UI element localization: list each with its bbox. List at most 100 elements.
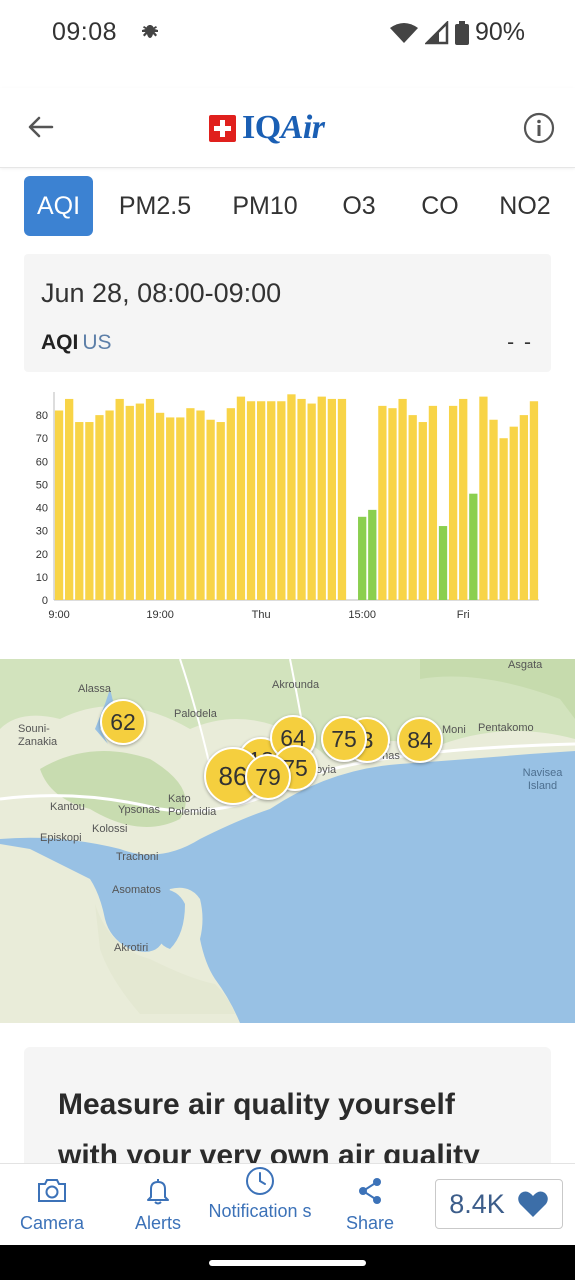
chart-bar[interactable]	[246, 401, 256, 600]
wifi-icon	[389, 22, 418, 43]
home-gesture-pill[interactable]	[209, 1260, 366, 1266]
chart-bar[interactable]	[448, 405, 458, 600]
chart-bar[interactable]	[438, 526, 448, 600]
chart-bar[interactable]	[166, 417, 175, 600]
status-bar: 09:08 90%	[0, 0, 575, 66]
chart-bar[interactable]	[75, 422, 84, 600]
tab-aqi[interactable]: AQI	[24, 176, 93, 236]
chart-bar[interactable]	[368, 509, 377, 600]
chart-bar[interactable]	[489, 419, 498, 600]
chart-bar[interactable]	[519, 415, 528, 600]
chart-bar[interactable]	[398, 398, 407, 600]
chart-bar[interactable]	[418, 422, 427, 600]
x-tick-label: 15:00	[348, 609, 376, 621]
map-label-moni: Moni	[442, 724, 466, 736]
y-tick-label: 20	[36, 549, 48, 561]
x-tick-label: Fri	[457, 609, 470, 621]
chart-bar[interactable]	[256, 401, 266, 600]
aqi-history-chart[interactable]: 0 10 20 30 40 50 60 70 80 9:00 19:00 Thu 15:00 Fri	[24, 384, 551, 634]
map-label-trachoni: Trachoni	[116, 851, 159, 863]
chart-bar[interactable]	[388, 408, 397, 600]
chart-bar[interactable]	[125, 405, 134, 600]
aqi-marker[interactable]: 84	[397, 717, 443, 763]
chart-bar[interactable]	[65, 398, 74, 600]
chart-bar[interactable]	[428, 405, 438, 600]
chart-bar[interactable]	[297, 398, 306, 600]
chart-bar[interactable]	[236, 396, 246, 600]
chart-bar[interactable]	[267, 401, 276, 600]
map-label-ypsonas: Ypsonas	[118, 804, 160, 816]
info-icon[interactable]	[523, 112, 555, 144]
chart-bar[interactable]	[307, 403, 316, 600]
status-time: 09:08	[52, 18, 118, 46]
chart-bar[interactable]	[196, 410, 205, 600]
map-label-kolossi: Kolossi	[92, 823, 128, 835]
x-tick-label: 19:00	[146, 609, 174, 621]
nav-alerts[interactable]: Alerts	[124, 1164, 192, 1246]
chart-bar[interactable]	[499, 438, 508, 600]
aqi-marker[interactable]: 62	[100, 699, 146, 745]
nav-camera[interactable]: Camera	[12, 1164, 92, 1246]
nav-alerts-label: Alerts	[134, 1213, 181, 1233]
chart-bar[interactable]	[155, 412, 165, 600]
camera-icon	[38, 1179, 66, 1202]
map-label-akrotiri: Akrotiri	[114, 942, 149, 954]
nav-share[interactable]: Share	[338, 1164, 402, 1246]
map-label-asgata: Asgata	[508, 659, 543, 671]
chart-bar[interactable]	[95, 415, 104, 600]
map-label-episkopi: Episkopi	[40, 832, 82, 844]
chart-bar[interactable]	[85, 422, 94, 600]
chart-bar[interactable]	[529, 401, 539, 600]
chart-bar[interactable]	[216, 422, 225, 600]
heart-icon	[517, 1191, 548, 1217]
map-label-kato-polemidia: Kato Polemidia	[168, 793, 217, 818]
map-label-souni-zanakia: Souni-Zanakia	[18, 723, 58, 748]
pollutant-tabs: AQI PM2.5 PM10 O3 CO NO2	[24, 176, 575, 236]
y-tick-label: 70	[36, 433, 48, 445]
aqi-marker[interactable]: 75	[321, 716, 367, 762]
iqair-logo: IQAir	[209, 108, 325, 148]
chart-bar[interactable]	[226, 408, 235, 600]
chart-bar[interactable]	[135, 403, 145, 600]
map-label-alassa: Alassa	[78, 683, 112, 695]
y-tick-label: 40	[36, 503, 48, 515]
chart-bar[interactable]	[509, 426, 518, 600]
battery-icon	[454, 20, 469, 45]
chart-bar[interactable]	[115, 398, 124, 600]
chart-bar[interactable]	[277, 401, 286, 600]
status-right: 90%	[389, 18, 525, 47]
back-arrow-icon[interactable]	[26, 112, 56, 142]
y-tick-label: 80	[36, 410, 48, 422]
like-button[interactable]: 8.4K	[435, 1179, 563, 1229]
tab-o3[interactable]: O3	[342, 191, 376, 220]
tab-no2[interactable]: NO2	[499, 191, 551, 220]
tab-pm25[interactable]: PM2.5	[118, 191, 192, 220]
chart-bar[interactable]	[317, 396, 326, 600]
chart-bar[interactable]	[287, 394, 296, 600]
nav-notifications[interactable]: Notification s	[208, 1164, 312, 1246]
chart-bar[interactable]	[145, 398, 155, 600]
chart-bar[interactable]	[327, 398, 337, 600]
chart-bar[interactable]	[105, 410, 114, 600]
chart-bar[interactable]	[206, 419, 215, 600]
chart-bar[interactable]	[337, 398, 347, 600]
chart-bar[interactable]	[469, 493, 478, 600]
map-terrain	[0, 659, 575, 1023]
chart-bar[interactable]	[479, 396, 488, 600]
nav-notifications-label: Notification s	[208, 1201, 312, 1221]
bell-icon	[147, 1179, 169, 1205]
aqi-marker[interactable]: 79	[245, 754, 291, 800]
map-view[interactable]: Asgata Alassa Akrounda Palodela Souni-Za…	[0, 659, 575, 1023]
map-label-palodela: Palodela	[174, 708, 217, 720]
selected-hour-summary: Jun 28, 08:00-09:00 AQI US - -	[24, 254, 551, 372]
chart-bar[interactable]	[54, 410, 64, 600]
chart-bar[interactable]	[408, 415, 417, 600]
metric-unit: US	[82, 331, 112, 354]
chart-bar[interactable]	[459, 398, 468, 600]
chart-bar[interactable]	[186, 408, 195, 600]
tab-pm10[interactable]: PM10	[232, 191, 298, 220]
chart-bar[interactable]	[176, 417, 185, 600]
chart-bar[interactable]	[378, 405, 387, 600]
chart-bar[interactable]	[358, 516, 367, 600]
tab-co[interactable]: CO	[421, 191, 459, 220]
